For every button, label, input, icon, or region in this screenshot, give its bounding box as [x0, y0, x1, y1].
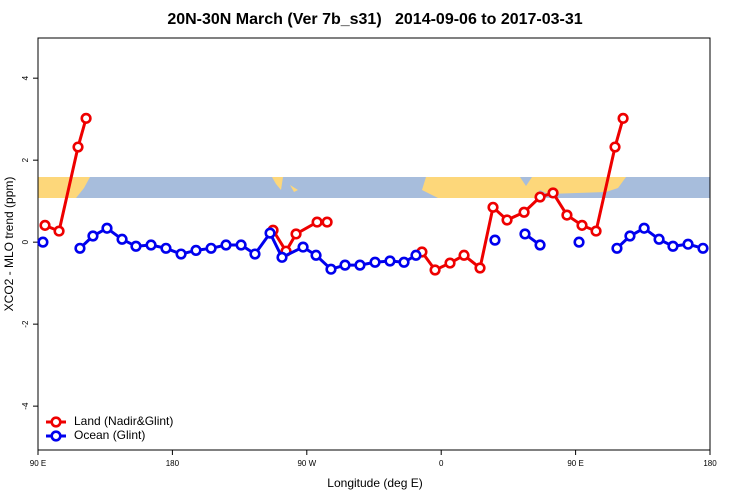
x-tick-label: 90 E: [567, 459, 583, 468]
data-point: [220, 239, 232, 251]
data-point: [74, 242, 86, 254]
data-point: [39, 219, 51, 231]
data-point: [518, 206, 530, 218]
y-tick-label: -4: [21, 402, 30, 410]
data-point: [638, 222, 650, 234]
data-point: [501, 214, 513, 226]
data-point: [37, 236, 49, 248]
data-point: [72, 141, 84, 153]
data-point: [519, 228, 531, 240]
y-tick-label: 2: [21, 157, 30, 162]
data-point: [297, 241, 309, 253]
data-point: [667, 240, 679, 252]
data-point: [369, 256, 381, 268]
data-point: [444, 257, 456, 269]
data-point: [276, 251, 288, 263]
data-point: [145, 239, 157, 251]
data-point: [235, 239, 247, 251]
y-tick-label: 0: [21, 239, 30, 244]
data-point: [487, 201, 499, 213]
y-axis-label: XCO2 - MLO trend (ppm): [2, 177, 16, 312]
data-point: [697, 242, 709, 254]
data-point: [429, 264, 441, 276]
data-point: [534, 191, 546, 203]
data-point: [561, 209, 573, 221]
data-point: [116, 233, 128, 245]
chart-title: 20N-30N March (Ver 7b_s31) 2014-09-06 to…: [167, 11, 582, 28]
data-point: [354, 259, 366, 271]
data-point: [576, 219, 588, 231]
data-point: [534, 239, 546, 251]
legend-label: Ocean (Glint): [74, 428, 145, 442]
data-point: [573, 236, 585, 248]
data-point: [130, 240, 142, 252]
data-point: [101, 222, 113, 234]
data-point: [590, 225, 602, 237]
y-tick-label: -2: [21, 320, 30, 328]
legend-label: Land (Nadir&Glint): [74, 414, 173, 428]
data-point: [653, 233, 665, 245]
data-point: [311, 216, 323, 228]
x-tick-label: 90 W: [297, 459, 316, 468]
y-tick-label: 4: [21, 75, 30, 80]
data-point: [547, 187, 559, 199]
data-point: [398, 256, 410, 268]
data-point: [80, 112, 92, 124]
legend-marker: [50, 430, 62, 442]
legend-marker: [50, 416, 62, 428]
data-point: [410, 249, 422, 261]
x-tick-label: 180: [166, 459, 180, 468]
data-point: [489, 234, 501, 246]
data-point: [682, 238, 694, 250]
data-point: [325, 263, 337, 275]
x-tick-label: 0: [439, 459, 444, 468]
data-point: [609, 141, 621, 153]
data-point: [339, 259, 351, 271]
data-point: [474, 262, 486, 274]
data-point: [53, 225, 65, 237]
data-point: [617, 112, 629, 124]
data-point: [611, 242, 623, 254]
x-axis-label: Longitude (deg E): [327, 476, 422, 490]
data-point: [458, 249, 470, 261]
data-point: [321, 216, 333, 228]
data-point: [190, 244, 202, 256]
data-point: [624, 230, 636, 242]
map-strip: [38, 177, 710, 198]
data-point: [205, 242, 217, 254]
data-point: [87, 230, 99, 242]
data-point: [175, 248, 187, 260]
data-point: [310, 249, 322, 261]
data-point: [384, 255, 396, 267]
data-point: [264, 227, 276, 239]
data-point: [160, 242, 172, 254]
x-tick-label: 90 E: [30, 459, 46, 468]
data-point: [290, 228, 302, 240]
data-point: [249, 248, 261, 260]
x-tick-label: 180: [703, 459, 717, 468]
